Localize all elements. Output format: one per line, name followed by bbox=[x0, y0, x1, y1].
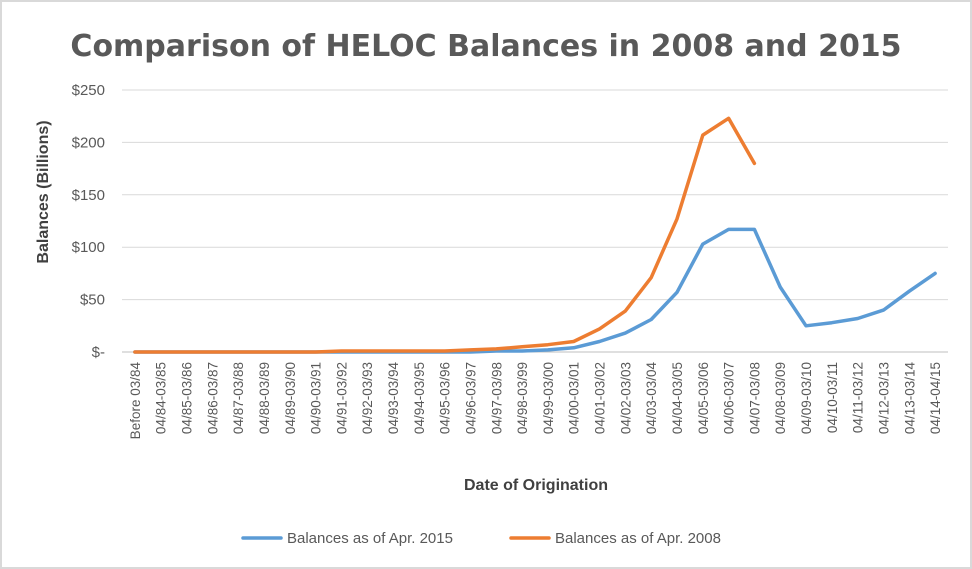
x-tick-label: 04/94-03/95 bbox=[412, 362, 427, 434]
y-tick-label: $200 bbox=[72, 134, 105, 151]
legend-label: Balances as of Apr. 2008 bbox=[555, 530, 721, 547]
x-tick-label: 04/06-03/07 bbox=[722, 362, 737, 434]
x-tick-label: 04/90-03/91 bbox=[309, 362, 324, 434]
y-tick-label: $150 bbox=[72, 187, 105, 204]
x-tick-label: 04/88-03/89 bbox=[257, 362, 272, 434]
x-tick-label: 04/08-03/09 bbox=[773, 362, 788, 434]
x-tick-label: 04/89-03/90 bbox=[283, 362, 298, 434]
y-tick-label: $250 bbox=[72, 82, 105, 99]
y-axis-label: Balances (Billions) bbox=[35, 120, 52, 263]
x-tick-label: 04/10-03/11 bbox=[825, 362, 840, 433]
x-tick-label: 04/04-03/05 bbox=[670, 362, 685, 434]
x-tick-label: 04/99-03/00 bbox=[541, 362, 556, 434]
x-tick-label: Before 03/84 bbox=[128, 362, 143, 440]
x-tick-label: 04/11-03/12 bbox=[851, 362, 866, 433]
x-tick-label: 04/07-03/08 bbox=[747, 362, 762, 434]
y-tick-label: $- bbox=[92, 344, 105, 361]
x-tick-label: 04/12-03/13 bbox=[876, 362, 891, 434]
x-tick-label: 04/13-03/14 bbox=[902, 362, 917, 435]
y-tick-label: $50 bbox=[80, 292, 105, 309]
legend: Balances as of Apr. 2015 Balances as of A… bbox=[241, 530, 721, 547]
x-tick-label: 04/03-03/04 bbox=[644, 362, 659, 435]
x-tick-label: 04/01-03/02 bbox=[593, 362, 608, 434]
y-axis: $- $50 $100 $150 $200 $250 bbox=[72, 82, 105, 361]
series-line-apr-2008 bbox=[133, 116, 757, 354]
x-tick-label: 04/85-03/86 bbox=[180, 362, 195, 434]
x-tick-label: 04/05-03/06 bbox=[696, 362, 711, 434]
x-axis: Before 03/84 04/84-03/85 04/85-03/86 04/86-… bbox=[128, 362, 943, 440]
x-tick-label: 04/98-03/99 bbox=[515, 362, 530, 434]
x-tick-label: 04/84-03/85 bbox=[154, 362, 169, 434]
gridlines bbox=[122, 89, 948, 353]
x-tick-label: 04/92-03/93 bbox=[360, 362, 375, 434]
x-tick-label: 04/93-03/94 bbox=[386, 362, 401, 435]
x-tick-label: 04/86-03/87 bbox=[205, 362, 220, 434]
x-tick-label: 04/09-03/10 bbox=[799, 362, 814, 434]
series-line-apr-2015 bbox=[133, 227, 937, 354]
x-tick-label: 04/91-03/92 bbox=[334, 362, 349, 434]
x-axis-label: Date of Origination bbox=[464, 477, 608, 494]
legend-label: Balances as of Apr. 2015 bbox=[287, 530, 453, 547]
x-tick-label: 04/95-03/96 bbox=[438, 362, 453, 434]
x-tick-label: 04/14-04/15 bbox=[928, 362, 943, 434]
series-lines bbox=[133, 116, 937, 354]
x-tick-label: 04/97-03/98 bbox=[489, 362, 504, 434]
x-tick-label: 04/87-03/88 bbox=[231, 362, 246, 434]
x-tick-label: 04/02-03/03 bbox=[618, 362, 633, 434]
x-tick-label: 04/00-03/01 bbox=[567, 362, 582, 434]
x-tick-label: 04/96-03/97 bbox=[463, 362, 478, 434]
y-tick-label: $100 bbox=[72, 239, 105, 256]
chart-title: Comparison of HELOC Balances in 2008 and… bbox=[70, 29, 901, 64]
